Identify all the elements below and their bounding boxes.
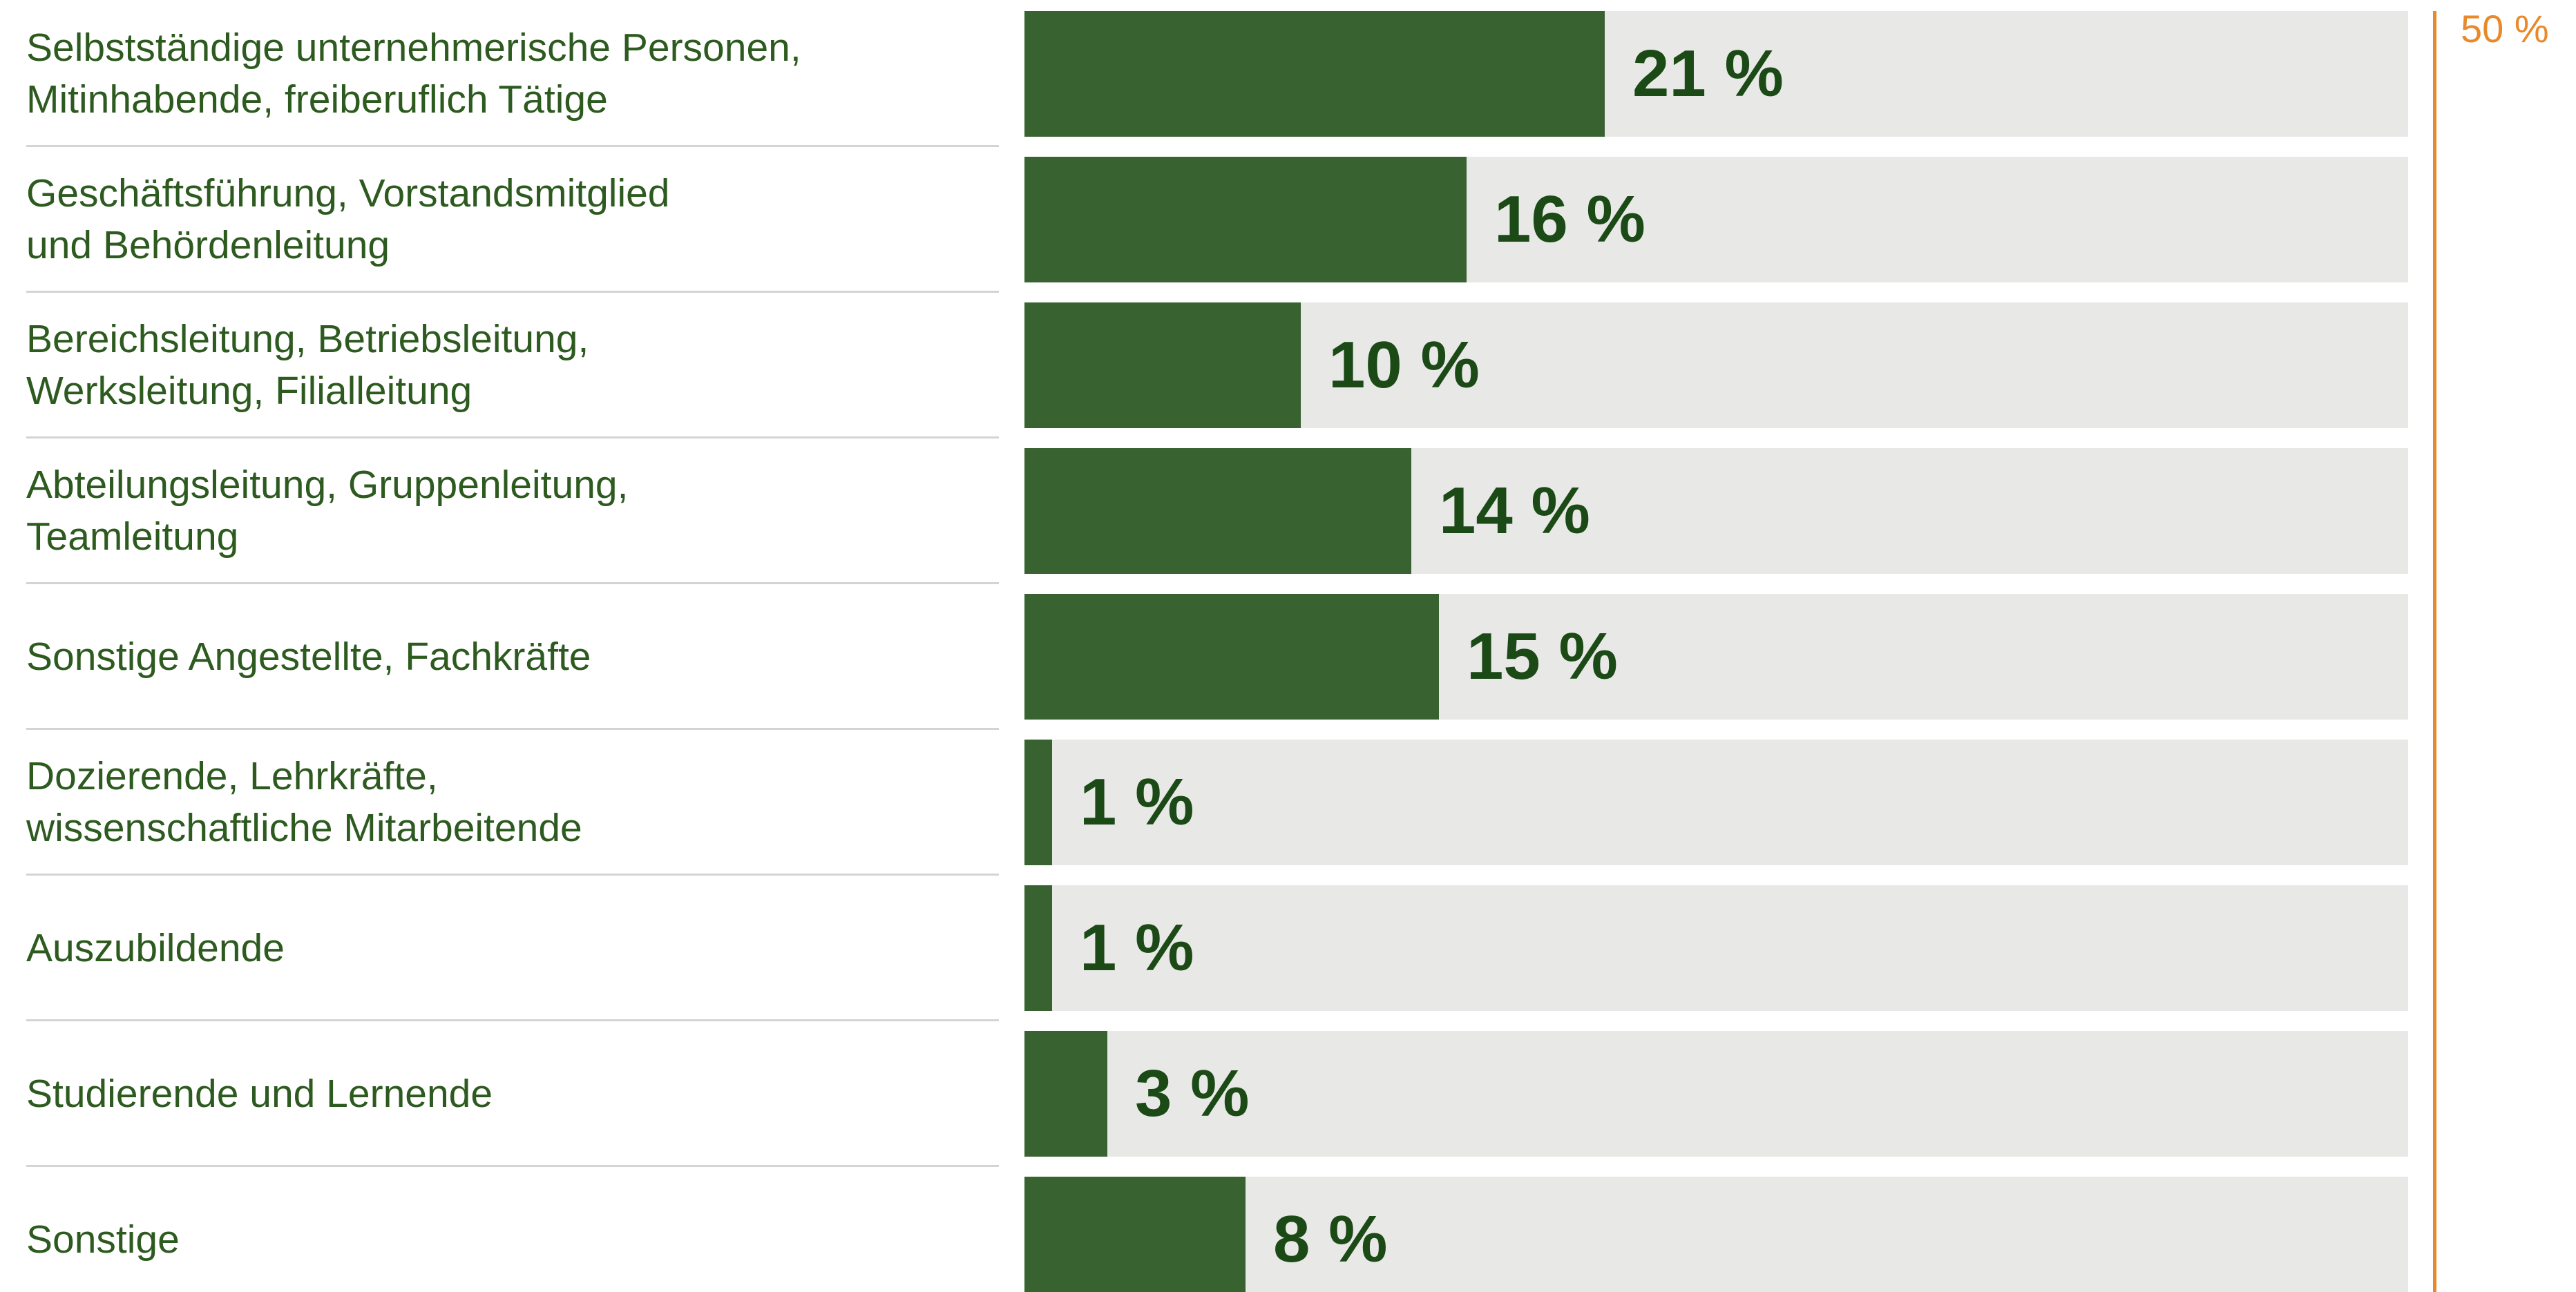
category-label: Geschäftsführung, Vorstandsmitglied und … xyxy=(26,171,670,267)
bar-track xyxy=(1024,1031,2408,1157)
value-label: 10 % xyxy=(1328,328,1480,402)
row-divider xyxy=(26,1165,999,1167)
bar xyxy=(1024,740,1052,865)
bar-track xyxy=(1024,157,2408,282)
row-divider xyxy=(26,291,999,293)
value-label: 15 % xyxy=(1467,619,1618,693)
bar-track xyxy=(1024,740,2408,865)
row-divider xyxy=(26,1019,999,1021)
value-label: 21 % xyxy=(1632,37,1784,110)
row-divider xyxy=(26,874,999,876)
row-divider xyxy=(26,145,999,147)
bar xyxy=(1024,302,1301,428)
row-divider xyxy=(26,436,999,438)
value-label: 16 % xyxy=(1494,182,1645,256)
bar xyxy=(1024,448,1411,574)
row-divider xyxy=(26,582,999,584)
category-label: Sonstige Angestellte, Fachkräfte xyxy=(26,634,591,679)
reference-label: 50 % xyxy=(2461,7,2549,50)
category-label: Abteilungsleitung, Gruppenleitung, Teaml… xyxy=(26,463,629,559)
bar-track xyxy=(1024,448,2408,574)
reference-line-50 xyxy=(2433,11,2436,1292)
bar xyxy=(1024,885,1052,1011)
value-label: 8 % xyxy=(1273,1202,1388,1276)
bar xyxy=(1024,11,1605,137)
category-label: Auszubildende xyxy=(26,925,285,970)
category-label: Dozierende, Lehrkräfte, wissenschaftlich… xyxy=(26,754,582,850)
value-label: 1 % xyxy=(1080,911,1194,985)
category-label: Sonstige xyxy=(26,1217,180,1262)
row-divider xyxy=(26,728,999,730)
bar xyxy=(1024,1177,1246,1292)
category-label: Studierende und Lernende xyxy=(26,1071,493,1116)
bar-track xyxy=(1024,11,2408,137)
value-label: 1 % xyxy=(1080,765,1194,839)
category-label: Selbstständige unternehmerische Personen… xyxy=(26,26,801,122)
bar xyxy=(1024,1031,1107,1157)
bar-track xyxy=(1024,302,2408,428)
value-label: 3 % xyxy=(1135,1057,1250,1130)
bar-track xyxy=(1024,594,2408,720)
bar-track xyxy=(1024,885,2408,1011)
bar-track xyxy=(1024,1177,2408,1292)
bar xyxy=(1024,594,1439,720)
category-label: Bereichsleitung, Betriebsleitung, Werksl… xyxy=(26,317,589,413)
value-label: 14 % xyxy=(1439,474,1590,548)
bar xyxy=(1024,157,1467,282)
